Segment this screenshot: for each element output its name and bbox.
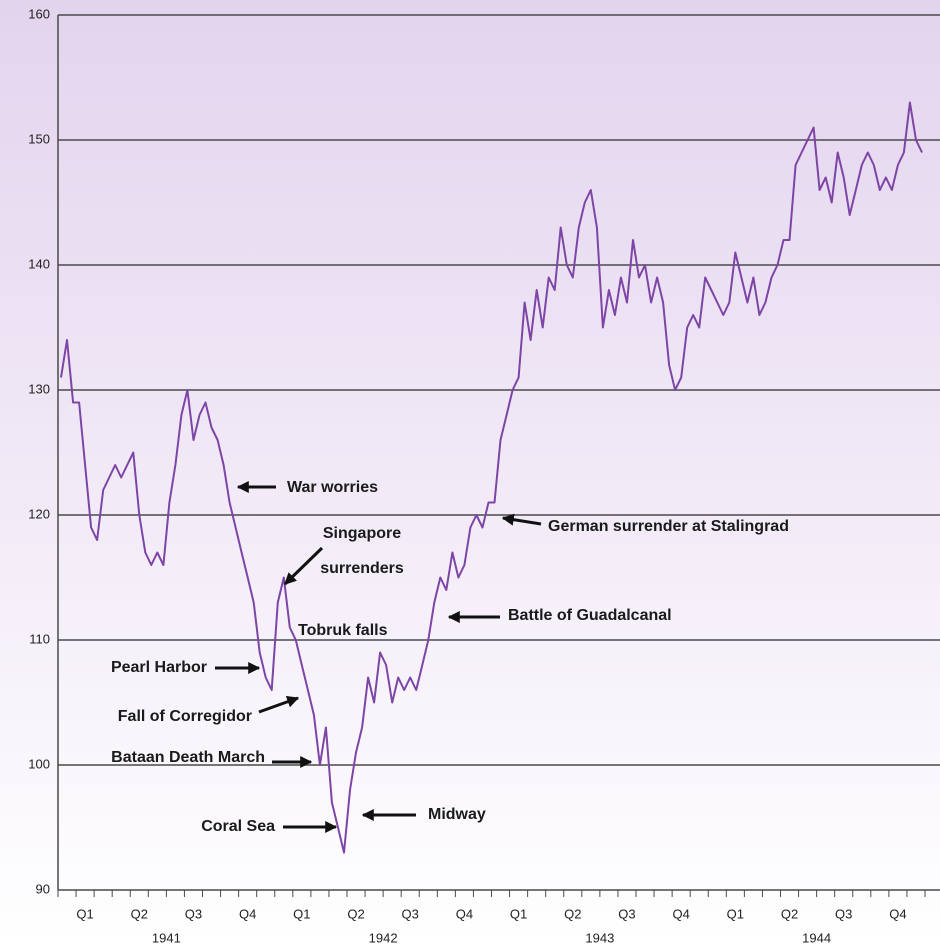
y-tick-label: 160 xyxy=(28,6,50,21)
x-tick-label: Q4 xyxy=(239,906,256,921)
x-tick-label: Q2 xyxy=(564,906,581,921)
annotation-arrow xyxy=(501,513,542,526)
y-tick-label: 130 xyxy=(28,381,50,396)
annotation: Fall of Corregidor xyxy=(118,708,252,725)
year-label: 1941 xyxy=(152,930,181,945)
y-tick-label: 110 xyxy=(29,631,50,646)
y-tick-label: 140 xyxy=(28,256,50,271)
x-tick-label: Q1 xyxy=(510,906,527,921)
x-tick-label: Q1 xyxy=(76,906,93,921)
x-tick-label: Q3 xyxy=(402,906,419,921)
annotation: Tobruk falls xyxy=(298,622,388,639)
x-tick-label: Q4 xyxy=(889,906,906,921)
annotation: Battle of Guadalcanal xyxy=(508,607,672,624)
year-label: 1942 xyxy=(369,930,398,945)
x-tick-label: Q2 xyxy=(781,906,798,921)
annotation: War worries xyxy=(287,479,378,496)
x-tick-label: Q1 xyxy=(727,906,744,921)
x-tick-label: Q2 xyxy=(347,906,364,921)
annotation: Pearl Harbor xyxy=(111,659,207,676)
x-tick-label: Q3 xyxy=(835,906,852,921)
data-line xyxy=(60,101,923,854)
year-label: 1943 xyxy=(585,930,614,945)
annotation: German surrender at Stalingrad xyxy=(548,518,789,535)
annotation-arrow xyxy=(258,696,300,714)
y-tick-label: 120 xyxy=(28,506,50,521)
y-tick-label: 100 xyxy=(28,756,50,771)
x-tick-label: Q4 xyxy=(456,906,473,921)
y-tick-label: 150 xyxy=(28,131,50,146)
annotation: Midway xyxy=(428,806,486,823)
y-tick-label: 90 xyxy=(36,881,50,896)
x-tick-label: Q3 xyxy=(185,906,202,921)
annotation: Bataan Death March xyxy=(111,749,265,766)
annotation: surrenders xyxy=(320,560,404,577)
year-label: 1944 xyxy=(802,930,831,945)
annotation: Singapore xyxy=(323,525,401,542)
x-tick-label: Q3 xyxy=(618,906,635,921)
x-tick-label: Q2 xyxy=(131,906,148,921)
annotation-arrow xyxy=(283,546,324,586)
annotation: Coral Sea xyxy=(201,818,275,835)
x-tick-label: Q1 xyxy=(293,906,310,921)
x-tick-label: Q4 xyxy=(672,906,689,921)
